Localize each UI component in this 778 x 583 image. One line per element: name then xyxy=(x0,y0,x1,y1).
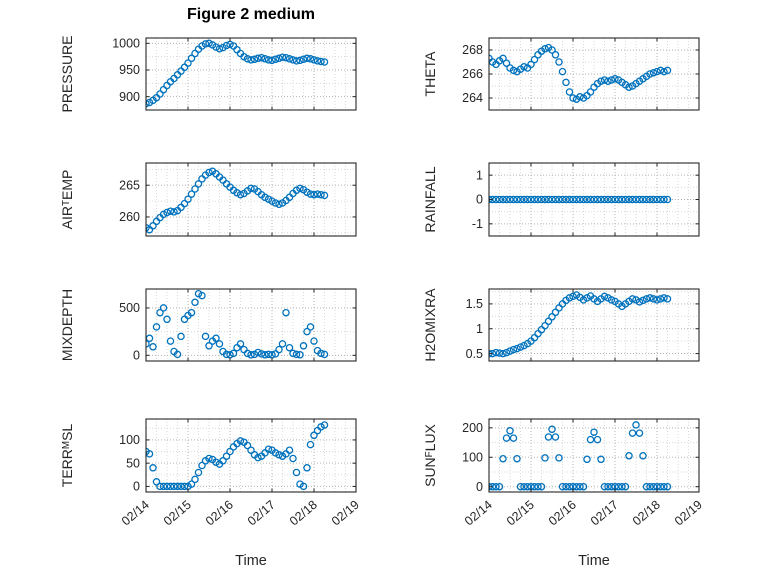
pressure-ytick-labels: 900 950 1000 xyxy=(112,37,140,104)
svg-text:02/19: 02/19 xyxy=(672,498,705,529)
svg-text:02/17: 02/17 xyxy=(245,498,278,529)
mixdepth-ytick-labels: 0 500 xyxy=(119,301,140,362)
svg-text:265: 265 xyxy=(119,178,140,192)
pressure-grid xyxy=(146,38,356,110)
figure-title: Figure 2 medium xyxy=(186,6,316,23)
svg-text:0: 0 xyxy=(476,193,483,207)
svg-text:900: 900 xyxy=(119,90,140,104)
mixdepth-ticks xyxy=(145,289,357,361)
svg-text:0: 0 xyxy=(476,480,483,494)
theta-ytick-labels: 264 266 268 xyxy=(462,43,483,105)
svg-text:0: 0 xyxy=(133,480,140,494)
pressure-ticks xyxy=(145,38,357,110)
air-temp-series xyxy=(146,167,329,234)
svg-text:0.5: 0.5 xyxy=(466,347,483,361)
xlabel-time-left: Time xyxy=(235,553,267,569)
sun-flux-ticks xyxy=(488,419,700,492)
svg-text:1.5: 1.5 xyxy=(466,297,483,311)
svg-text:50: 50 xyxy=(126,456,140,470)
svg-text:-1: -1 xyxy=(472,217,483,231)
subplot-h2omixra: 0.5 1 1.5 xyxy=(466,288,700,362)
rainfall-ytick-labels: -1 0 1 xyxy=(472,168,483,231)
air-temp-ytick-labels: 260 265 xyxy=(119,178,140,224)
svg-text:200: 200 xyxy=(462,421,483,435)
mixdepth-series xyxy=(146,289,329,359)
svg-text:500: 500 xyxy=(119,301,140,315)
svg-text:02/14: 02/14 xyxy=(119,498,152,529)
subplot-terr-msl: 0 50 100 02/14 02/15 02/16 02/17 02/18 02/19 xyxy=(119,418,362,529)
theta-series xyxy=(489,43,672,103)
svg-text:264: 264 xyxy=(462,91,483,105)
subplot-air-temp: 260 265 xyxy=(119,162,357,237)
subplot-rainfall: -1 0 1 xyxy=(472,162,700,237)
subplot-sun-flux: 0 100 200 02/14 02/15 02/16 02/17 02/18 02/19 xyxy=(462,418,705,529)
svg-text:1: 1 xyxy=(476,322,483,336)
svg-text:266: 266 xyxy=(462,67,483,81)
svg-text:0: 0 xyxy=(133,349,140,363)
svg-text:1: 1 xyxy=(476,168,483,182)
svg-text:100: 100 xyxy=(119,433,140,447)
subplot-pressure: 900 950 1000 xyxy=(112,37,357,111)
subplot-theta: 264 266 268 xyxy=(462,37,700,111)
h2omixra-ytick-labels: 0.5 1 1.5 xyxy=(466,297,483,361)
svg-text:02/19: 02/19 xyxy=(329,498,362,529)
svg-text:02/16: 02/16 xyxy=(203,498,236,529)
svg-text:02/15: 02/15 xyxy=(504,498,537,529)
svg-text:02/15: 02/15 xyxy=(161,498,194,529)
air-temp-ticks xyxy=(145,163,357,236)
terr-msl-ytick-labels: 0 50 100 xyxy=(119,433,140,493)
xlabel-time-right: Time xyxy=(578,553,610,569)
sun-flux-series xyxy=(489,421,672,491)
svg-text:100: 100 xyxy=(462,450,483,464)
subplot-mixdepth: 0 500 xyxy=(119,288,357,363)
svg-text:02/16: 02/16 xyxy=(546,498,579,529)
svg-text:1000: 1000 xyxy=(112,37,140,51)
h2omixra-ticks xyxy=(488,289,700,361)
terr-msl-grid xyxy=(146,419,356,492)
svg-text:02/18: 02/18 xyxy=(287,498,320,529)
terr-msl-xtick-labels: 02/14 02/15 02/16 02/17 02/18 02/19 xyxy=(119,498,362,529)
theta-ticks xyxy=(488,38,700,110)
h2omixra-grid xyxy=(489,289,699,361)
svg-text:260: 260 xyxy=(119,210,140,224)
terr-msl-ticks xyxy=(145,419,357,492)
svg-text:02/17: 02/17 xyxy=(588,498,621,529)
air-temp-grid xyxy=(146,163,356,236)
svg-text:02/14: 02/14 xyxy=(462,498,495,529)
pressure-series xyxy=(146,39,329,108)
rainfall-ticks xyxy=(488,163,700,236)
rainfall-series xyxy=(489,195,672,204)
svg-text:02/18: 02/18 xyxy=(630,498,663,529)
sun-flux-xtick-labels: 02/14 02/15 02/16 02/17 02/18 02/19 xyxy=(462,498,705,529)
h2omixra-series xyxy=(489,291,672,358)
svg-text:268: 268 xyxy=(462,43,483,57)
svg-text:950: 950 xyxy=(119,63,140,77)
sun-flux-ytick-labels: 0 100 200 xyxy=(462,421,483,494)
